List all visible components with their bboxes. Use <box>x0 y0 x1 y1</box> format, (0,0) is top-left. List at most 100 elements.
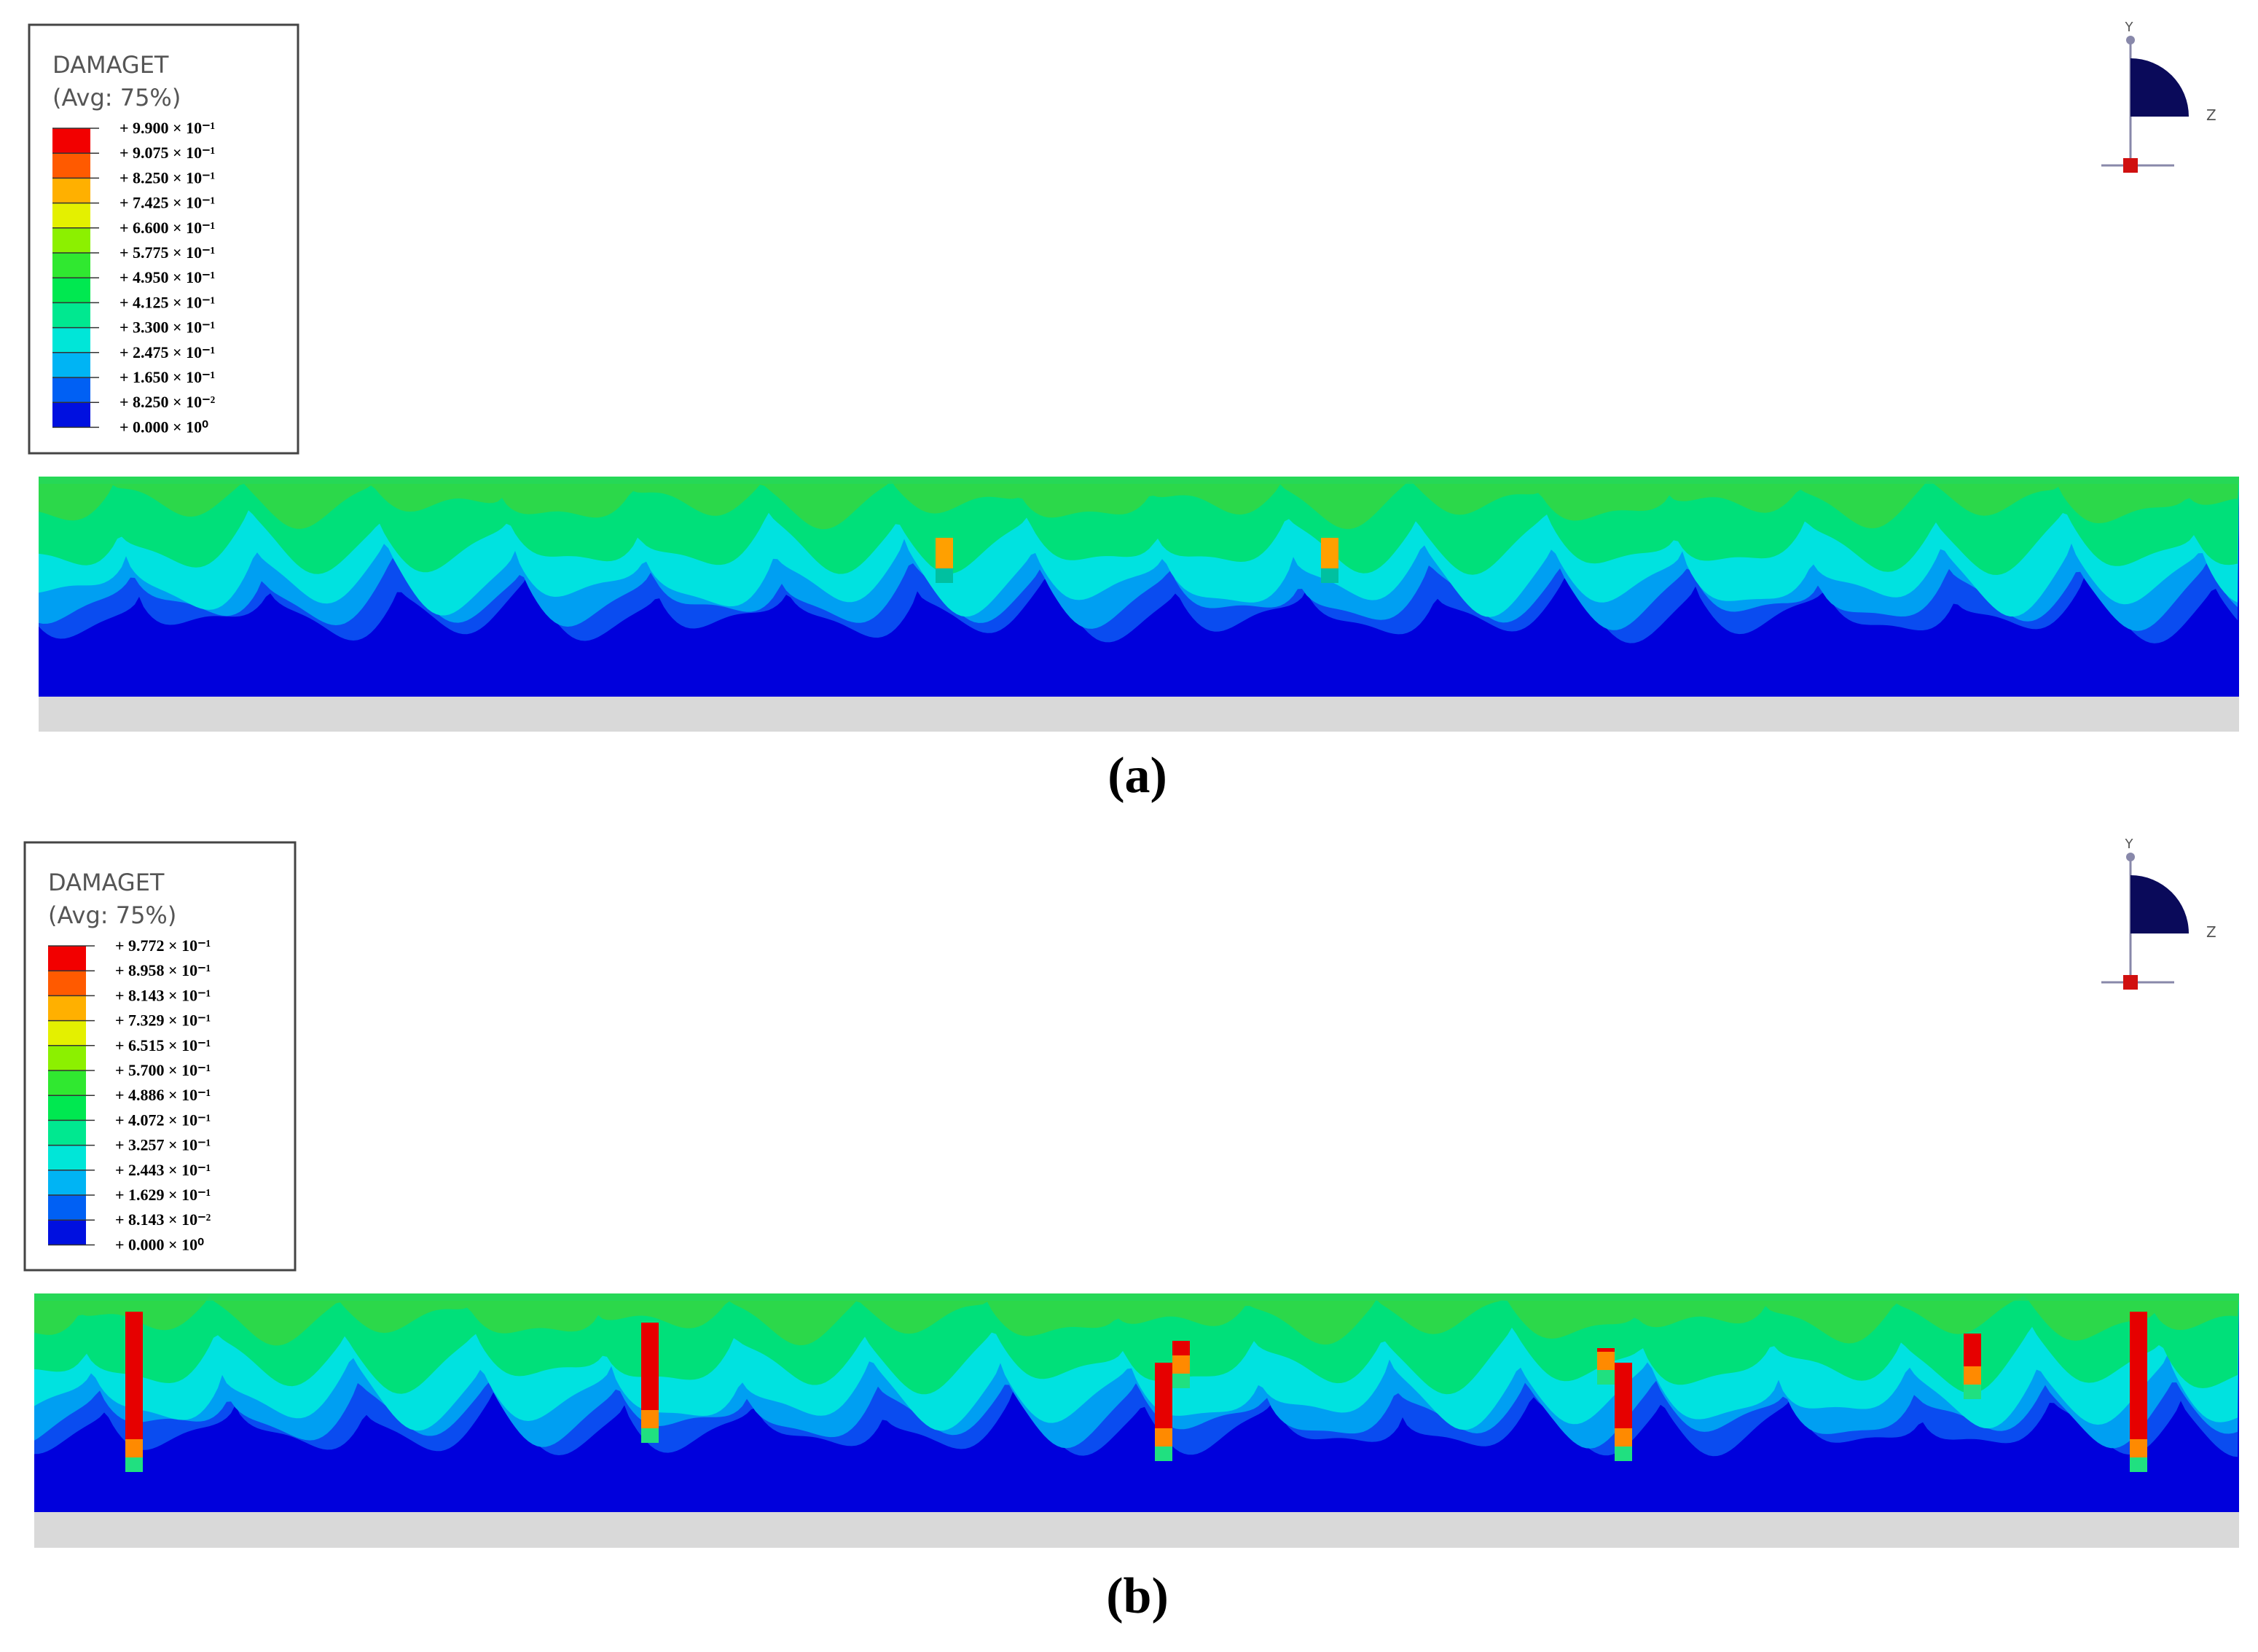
triad-origin <box>2123 158 2138 173</box>
crack <box>1597 1348 1615 1352</box>
contour-band <box>34 1293 2239 1346</box>
legend-swatch <box>52 402 90 428</box>
legend-swatch <box>52 128 90 154</box>
legend-label: + 2.475 × 10⁻¹ <box>119 343 215 361</box>
legend-subtitle: (Avg: 75%) <box>52 84 181 111</box>
gray-base <box>39 697 2239 732</box>
legend-swatch <box>52 153 90 179</box>
crack <box>1155 1363 1172 1428</box>
crack-tip <box>641 1410 659 1428</box>
contour-band <box>39 477 2239 530</box>
legend-swatch <box>48 1220 86 1245</box>
legend-swatch <box>48 946 86 971</box>
legend-swatch <box>52 178 90 203</box>
legend-label: + 4.886 × 10⁻¹ <box>115 1086 211 1104</box>
legend-label: + 0.000 × 10⁰ <box>115 1235 204 1253</box>
crack-tip <box>1155 1447 1172 1461</box>
crack <box>936 538 953 568</box>
crack-tip <box>1615 1428 1632 1447</box>
legend-label: + 8.250 × 10⁻¹ <box>119 168 215 187</box>
legend-title: DAMAGET <box>52 51 169 79</box>
legend-label: + 1.650 × 10⁻¹ <box>119 368 215 386</box>
legend-swatch <box>48 1120 86 1146</box>
legend-label: + 6.515 × 10⁻¹ <box>115 1036 211 1054</box>
crack <box>125 1312 143 1439</box>
legend-subtitle: (Avg: 75%) <box>48 901 176 929</box>
crack <box>1964 1334 1981 1366</box>
crack-tip <box>1615 1447 1632 1461</box>
legend-label: + 5.775 × 10⁻¹ <box>119 243 215 262</box>
crack-tip <box>125 1457 143 1472</box>
crack-tip <box>125 1439 143 1457</box>
legend-label: + 8.143 × 10⁻² <box>115 1210 211 1229</box>
crack-tip <box>1155 1428 1172 1447</box>
legend-label: + 3.257 × 10⁻¹ <box>115 1136 211 1154</box>
triad-quadrant <box>2130 58 2189 117</box>
triad-dot <box>2126 853 2135 861</box>
legend-swatch <box>48 1145 86 1170</box>
legend-swatch <box>48 1020 86 1046</box>
triad-quadrant <box>2130 875 2189 933</box>
legend-label: + 6.600 × 10⁻¹ <box>119 219 215 237</box>
crack-tip <box>2130 1457 2147 1472</box>
legend-label: + 3.300 × 10⁻¹ <box>119 318 215 337</box>
crack-tip <box>1964 1385 1981 1399</box>
field-top <box>39 477 2239 484</box>
legend-swatch <box>52 302 90 328</box>
triad-dot <box>2126 36 2135 44</box>
field-top <box>34 1293 2239 1301</box>
legend-label: + 0.000 × 10⁰ <box>119 418 208 436</box>
legend-label: + 9.772 × 10⁻¹ <box>115 936 211 955</box>
legend-label: + 8.250 × 10⁻² <box>119 393 216 411</box>
triad-origin <box>2123 975 2138 990</box>
legend-swatch <box>52 253 90 278</box>
gray-base <box>34 1512 2239 1548</box>
crack <box>1321 538 1338 568</box>
legend-swatch <box>48 1095 86 1121</box>
crack-tip <box>936 568 953 583</box>
triad-y-label: Y <box>2125 837 2134 852</box>
legend-title: DAMAGET <box>48 869 165 896</box>
crack-tip <box>1964 1366 1981 1385</box>
legend-label: + 8.958 × 10⁻¹ <box>115 961 211 979</box>
crack-tip <box>1597 1370 1615 1385</box>
caption: (b) <box>1106 1568 1169 1624</box>
legend-label: + 8.143 × 10⁻¹ <box>115 986 211 1004</box>
legend-swatch <box>52 377 90 403</box>
legend-swatch <box>48 1195 86 1221</box>
triad-y-label: Y <box>2125 20 2134 35</box>
legend-label: + 4.072 × 10⁻¹ <box>115 1111 211 1129</box>
crack <box>1615 1363 1632 1428</box>
legend-label: + 1.629 × 10⁻¹ <box>115 1186 211 1204</box>
legend-label: + 9.075 × 10⁻¹ <box>119 144 215 162</box>
legend-swatch <box>48 995 86 1021</box>
crack-tip <box>1597 1352 1615 1370</box>
legend-label: + 7.329 × 10⁻¹ <box>115 1011 211 1030</box>
legend-swatch <box>48 1045 86 1070</box>
legend-label: + 7.425 × 10⁻¹ <box>119 194 215 212</box>
crack <box>2130 1312 2147 1439</box>
crack-tip <box>1172 1355 1190 1374</box>
legend-label: + 4.950 × 10⁻¹ <box>119 268 215 286</box>
legend-label: + 5.700 × 10⁻¹ <box>115 1061 211 1079</box>
legend-swatch <box>48 1170 86 1195</box>
caption: (a) <box>1108 748 1167 804</box>
triad-z-label: Z <box>2206 923 2216 941</box>
crack-tip <box>1321 568 1338 583</box>
legend-swatch <box>52 352 90 377</box>
legend-swatch <box>52 327 90 353</box>
legend-swatch <box>52 203 90 228</box>
legend-swatch <box>48 971 86 996</box>
legend-label: + 2.443 × 10⁻¹ <box>115 1161 211 1179</box>
legend-swatch <box>52 278 90 303</box>
crack-tip <box>2130 1439 2147 1457</box>
legend-swatch <box>48 1070 86 1096</box>
legend-label: + 4.125 × 10⁻¹ <box>119 293 215 311</box>
legend-label: + 9.900 × 10⁻¹ <box>119 119 215 137</box>
crack <box>641 1323 659 1410</box>
crack-tip <box>1172 1374 1190 1388</box>
legend-swatch <box>52 227 90 253</box>
triad-z-label: Z <box>2206 106 2216 124</box>
